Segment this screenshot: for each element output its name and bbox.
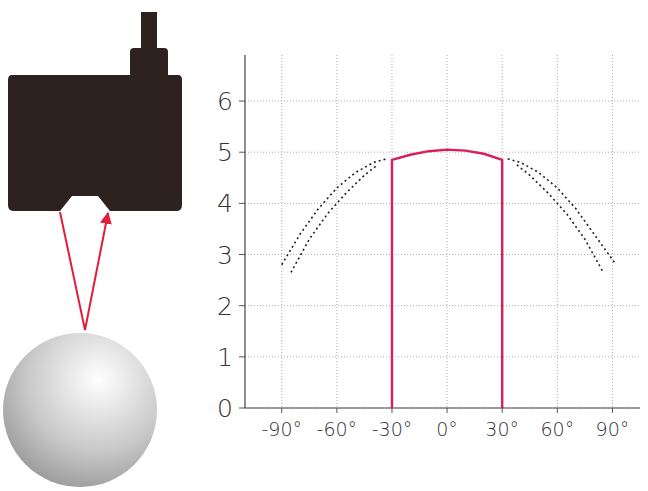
x-tick xyxy=(612,408,613,413)
x-tick-label: -30° xyxy=(372,418,413,440)
x-grid-line xyxy=(612,55,613,408)
y-tick xyxy=(239,305,245,306)
x-grid-line xyxy=(447,55,448,408)
y-tick xyxy=(239,203,245,204)
series-line xyxy=(392,150,502,408)
y-tick-label: 4 xyxy=(217,189,233,218)
chart-root: 0 1 2 3 4 5 6 -90° -60° -30° 0° 30° 60° 90° xyxy=(0,0,648,491)
x-tick-label: 0° xyxy=(436,418,458,440)
x-tick xyxy=(391,408,392,413)
series-line xyxy=(291,165,603,272)
y-tick xyxy=(239,408,245,409)
tick-labels: 0 1 2 3 4 5 6 -90° -60° -30° 0° 30° 60° 90° xyxy=(217,87,629,440)
y-grid-line xyxy=(245,356,640,357)
sensor-illustration xyxy=(3,12,182,487)
y-tick-label: 1 xyxy=(217,343,233,372)
y-tick-label: 6 xyxy=(217,87,233,116)
x-tick-label: -90° xyxy=(261,418,302,440)
y-tick-label: 3 xyxy=(217,241,233,270)
reflected-beam xyxy=(85,213,108,330)
x-tick xyxy=(281,408,282,413)
x-tick xyxy=(336,408,337,413)
x-tick xyxy=(447,408,448,413)
y-grid-line xyxy=(245,305,640,306)
y-tick-label: 5 xyxy=(217,138,233,167)
grid xyxy=(239,55,640,413)
y-tick xyxy=(239,101,245,102)
y-axis xyxy=(244,55,245,408)
y-tick-label: 2 xyxy=(217,292,233,321)
x-grid-line xyxy=(281,55,282,408)
series-group xyxy=(282,150,616,408)
x-tick-label: 60° xyxy=(540,418,574,440)
x-tick-label: -60° xyxy=(317,418,358,440)
x-grid-line xyxy=(336,55,337,408)
y-tick xyxy=(239,356,245,357)
connector-base xyxy=(130,48,168,78)
emitted-beam xyxy=(60,212,85,330)
x-tick-label: 90° xyxy=(596,418,630,440)
y-tick xyxy=(239,152,245,153)
x-grid-line xyxy=(557,55,558,408)
x-tick-label: 30° xyxy=(485,418,519,440)
sensor-body xyxy=(8,75,182,211)
y-grid-line xyxy=(245,254,640,255)
target-sphere xyxy=(3,333,157,487)
y-grid-line xyxy=(245,408,640,409)
y-tick-label: 0 xyxy=(217,394,233,423)
x-tick xyxy=(557,408,558,413)
series-line xyxy=(282,159,616,265)
y-grid-line xyxy=(245,203,640,204)
connector xyxy=(141,12,157,50)
x-tick xyxy=(502,408,503,413)
y-grid-line xyxy=(245,101,640,102)
y-tick xyxy=(239,254,245,255)
x-axis xyxy=(245,407,640,408)
y-grid-line xyxy=(245,152,640,153)
